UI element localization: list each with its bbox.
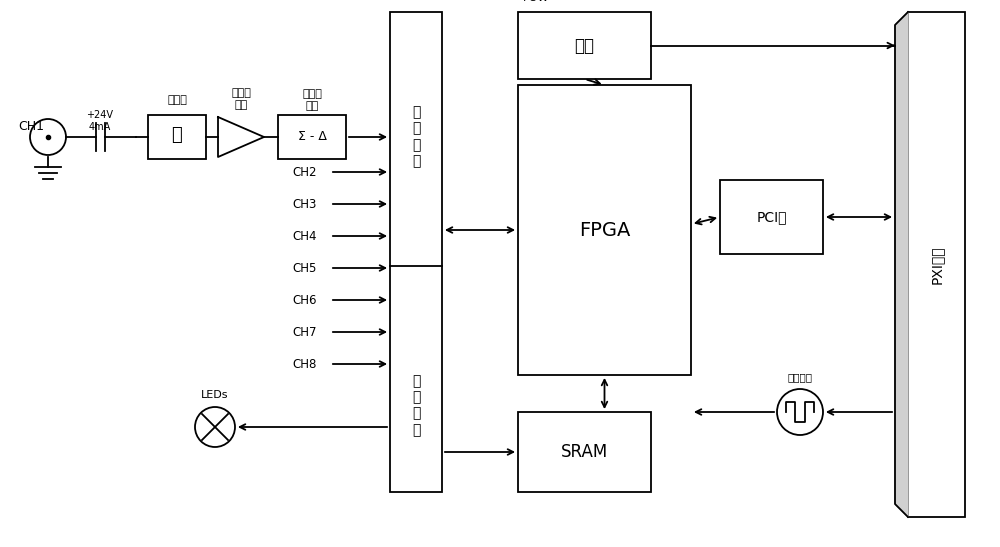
Text: 差分放
大器: 差分放 大器 [231,88,251,110]
Text: FPGA: FPGA [579,220,630,240]
Text: POW: POW [523,0,550,3]
Text: CH6: CH6 [292,294,316,306]
Text: CH8: CH8 [292,358,316,370]
Bar [278,115,346,159]
Text: 内
部
总
线: 内 部 总 线 [412,374,420,437]
Text: 同步信号: 同步信号 [788,372,812,382]
Text: SRAM: SRAM [561,443,608,461]
Text: CH5: CH5 [292,261,316,275]
Text: PXI接口: PXI接口 [930,245,944,284]
Text: Σ - Δ: Σ - Δ [298,131,326,143]
Bar [518,85,691,375]
Text: ～: ～ [172,126,182,144]
Text: 内
部
总
线: 内 部 总 线 [412,106,420,168]
Text: +24V: +24V [87,110,114,120]
Polygon shape [895,12,908,517]
Text: 4mA: 4mA [89,122,111,132]
Text: 模数转
换器: 模数转 换器 [302,89,322,111]
Text: CH1: CH1 [18,120,44,133]
Text: CH7: CH7 [292,325,316,339]
Bar [908,12,965,517]
Bar [720,180,823,254]
Bar [148,115,206,159]
Text: CH2: CH2 [292,166,316,178]
Bar [518,12,651,79]
Text: CH3: CH3 [292,197,316,211]
Bar [390,12,442,492]
Bar [518,412,651,492]
Text: PCI桥: PCI桥 [756,210,787,224]
Text: 电源: 电源 [574,37,594,55]
Text: CH4: CH4 [292,230,316,242]
Text: LEDs: LEDs [201,390,229,400]
Text: 滤波器: 滤波器 [167,95,187,105]
